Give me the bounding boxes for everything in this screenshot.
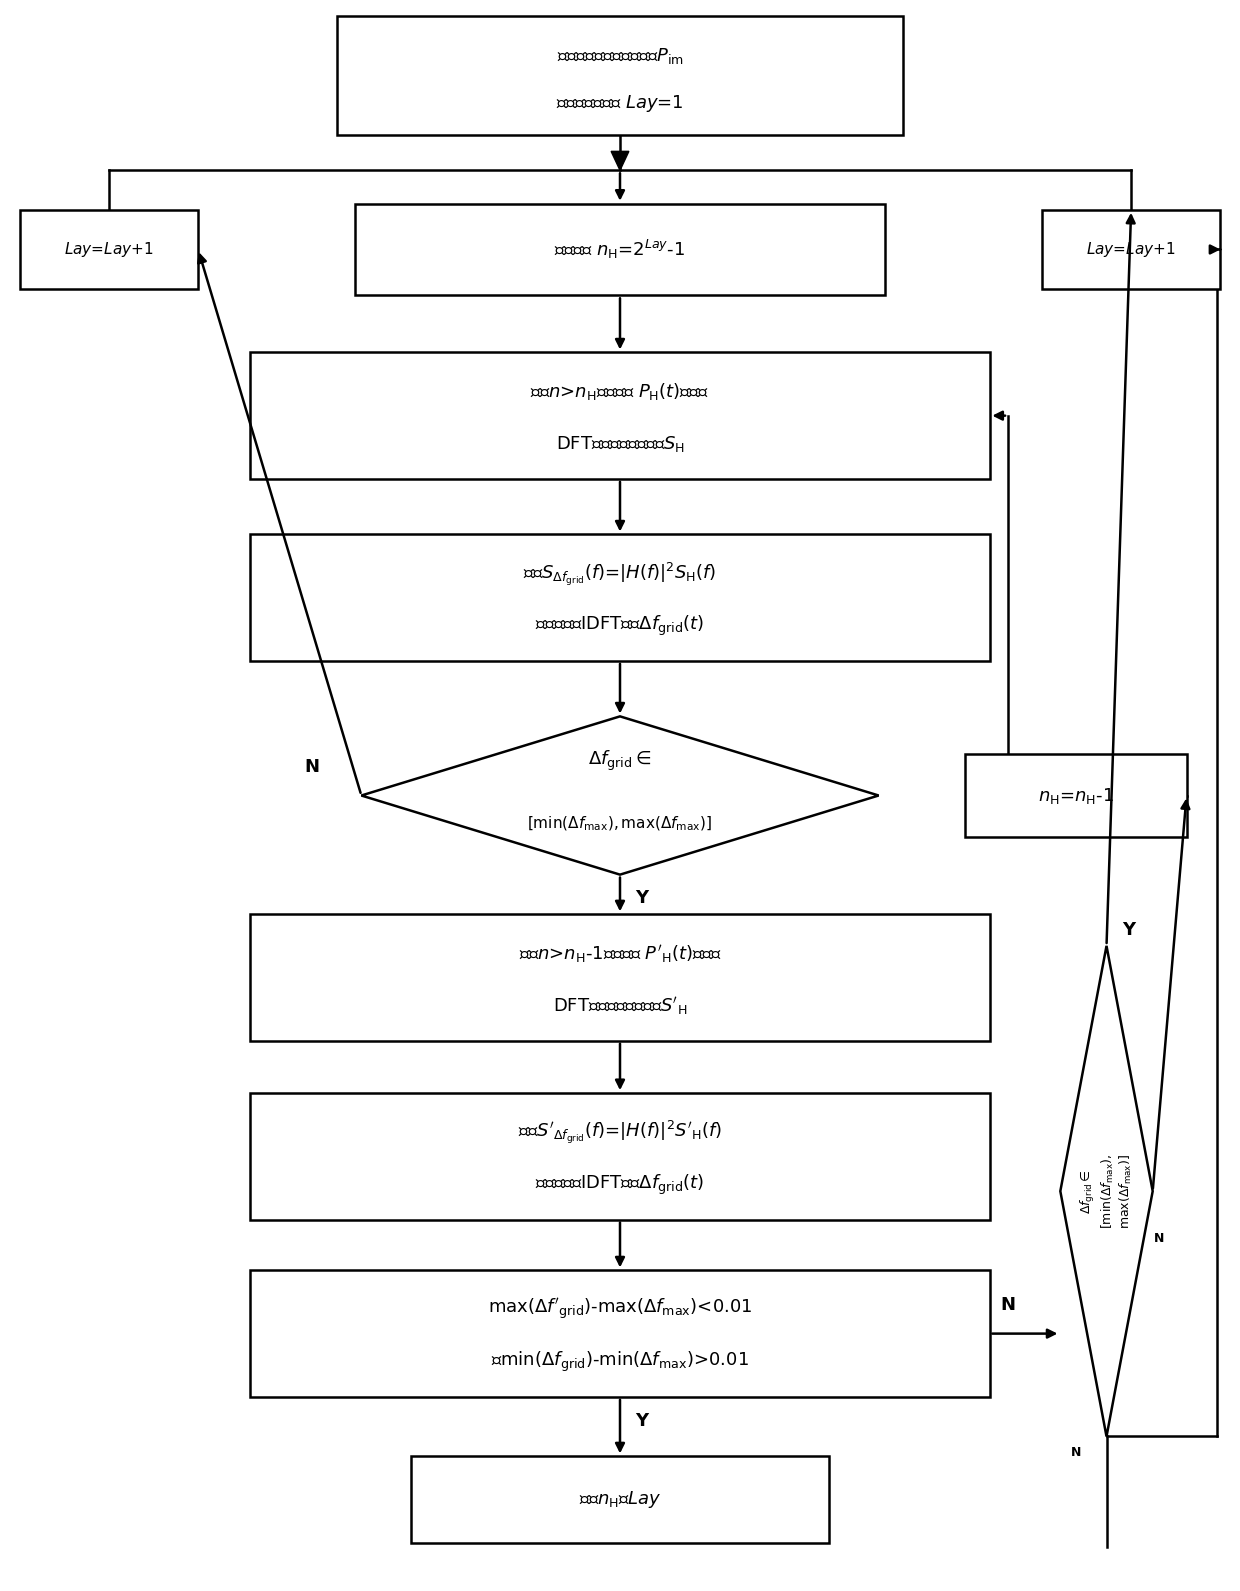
Text: N: N xyxy=(1153,1231,1164,1246)
Text: N: N xyxy=(305,757,320,776)
Bar xyxy=(410,1456,830,1543)
Text: 进一步通过IDFT得到$\Delta f_{\mathrm{grid}}(t)$: 进一步通过IDFT得到$\Delta f_{\mathrm{grid}}(t)$ xyxy=(536,1173,704,1196)
Bar xyxy=(20,210,198,290)
Text: N: N xyxy=(1001,1297,1016,1314)
Text: $\Delta f_{\mathrm{grid}}\in$
[$\min(\Delta f_{\mathrm{max}}),$
$\max(\Delta f_{: $\Delta f_{\mathrm{grid}}\in$ [$\min(\De… xyxy=(1079,1153,1135,1228)
Bar xyxy=(250,1093,990,1220)
Bar xyxy=(250,352,990,479)
Bar xyxy=(250,915,990,1041)
Text: [$\min(\Delta f_{\mathrm{max}}),\max(\Delta f_{\mathrm{max}})$]: [$\min(\Delta f_{\mathrm{max}}),\max(\De… xyxy=(527,815,713,834)
Text: 计算$n$>$n_{\mathrm{H}}$-1高频波动 $P'_{\mathrm{H}}(t)$，运用: 计算$n$>$n_{\mathrm{H}}$-1高频波动 $P'_{\mathr… xyxy=(518,943,722,964)
Text: 进一步通过IDFT得到$\Delta f_{\mathrm{grid}}(t)$: 进一步通过IDFT得到$\Delta f_{\mathrm{grid}}(t)$ xyxy=(536,614,704,638)
Text: $Lay$=$Lay$+1: $Lay$=$Lay$+1 xyxy=(1086,240,1176,259)
Text: 且$\min(\Delta f_{\mathrm{grid}})$-$\min(\Delta f_{\mathrm{max}})$>0.01: 且$\min(\Delta f_{\mathrm{grid}})$-$\min(… xyxy=(491,1351,749,1375)
Text: 输入原始不平衡功率序列$P_{\mathrm{im}}$: 输入原始不平衡功率序列$P_{\mathrm{im}}$ xyxy=(557,46,683,67)
Text: $\max(\Delta f'_{\mathrm{grid}})$-$\max(\Delta f_{\mathrm{max}})$<0.01: $\max(\Delta f'_{\mathrm{grid}})$-$\max(… xyxy=(487,1297,753,1322)
Bar xyxy=(250,1270,990,1397)
Text: Y: Y xyxy=(636,889,649,907)
Text: Y: Y xyxy=(636,1411,649,1430)
Text: N: N xyxy=(1070,1446,1081,1459)
Text: $n_{\mathrm{H}}$=$n_{\mathrm{H}}$-1: $n_{\mathrm{H}}$=$n_{\mathrm{H}}$-1 xyxy=(1038,786,1114,805)
Text: 高分频点 $n_{\mathrm{H}}$=$2^{Lay}$-1: 高分频点 $n_{\mathrm{H}}$=$2^{Lay}$-1 xyxy=(554,239,686,261)
Bar xyxy=(1042,210,1220,290)
Text: 计算$n$>$n_{\mathrm{H}}$高频波动 $P_{\mathrm{H}}(t)$，运用: 计算$n$>$n_{\mathrm{H}}$高频波动 $P_{\mathrm{H… xyxy=(531,382,709,403)
Bar xyxy=(337,16,903,135)
Polygon shape xyxy=(1060,947,1153,1437)
Text: 输出$n_{\mathrm{H}}$，$Lay$: 输出$n_{\mathrm{H}}$，$Lay$ xyxy=(579,1489,661,1510)
Bar xyxy=(250,535,990,660)
Bar xyxy=(355,204,885,296)
Text: $\Delta f_{\mathrm{grid}}\in$: $\Delta f_{\mathrm{grid}}\in$ xyxy=(588,749,652,773)
Bar xyxy=(965,754,1187,837)
Text: DFT得到其功率谱密度$S_{\mathrm{H}}$: DFT得到其功率谱密度$S_{\mathrm{H}}$ xyxy=(556,434,684,453)
Text: Y: Y xyxy=(1122,921,1136,939)
Text: 小波包分解层数 $Lay$=1: 小波包分解层数 $Lay$=1 xyxy=(557,94,683,115)
Text: DFT得到其功率谱密度$S'_{\mathrm{H}}$: DFT得到其功率谱密度$S'_{\mathrm{H}}$ xyxy=(553,994,687,1017)
Polygon shape xyxy=(611,151,629,170)
Text: 计算$S_{\Delta f_{\mathrm{grid}}}(f)$=$|H(f)|^{2}S_{\mathrm{H}}(f)$: 计算$S_{\Delta f_{\mathrm{grid}}}(f)$=$|H(… xyxy=(523,560,717,587)
Text: 计算$S'_{\Delta f_{\mathrm{grid}}}(f)$=$|H(f)|^{2}S'_{\mathrm{H}}(f)$: 计算$S'_{\Delta f_{\mathrm{grid}}}(f)$=$|H… xyxy=(518,1118,722,1146)
Polygon shape xyxy=(361,716,879,875)
Text: $Lay$=$Lay$+1: $Lay$=$Lay$+1 xyxy=(64,240,154,259)
